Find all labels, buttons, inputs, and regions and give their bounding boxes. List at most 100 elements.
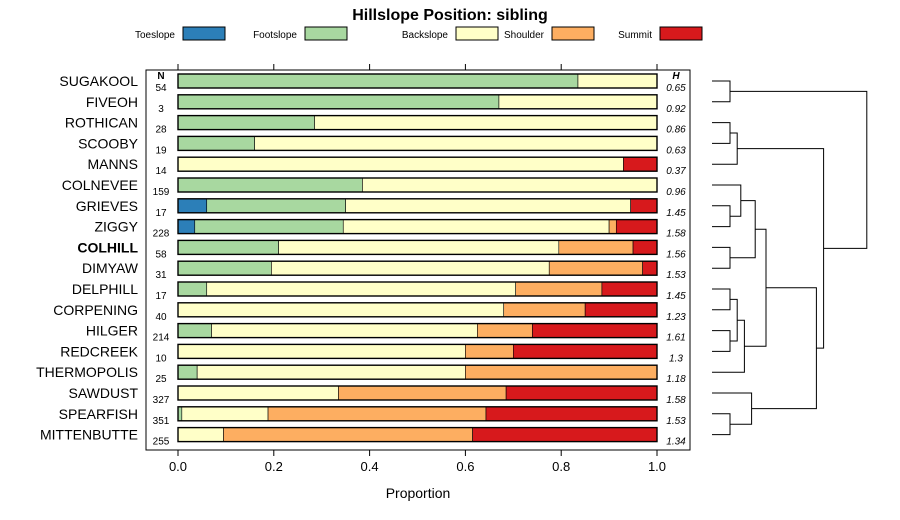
dendrogram-branch bbox=[751, 287, 817, 410]
row-scooby: SCOOBY 19 0.63 bbox=[78, 135, 686, 156]
bar-outline bbox=[177, 364, 658, 380]
n-value: 17 bbox=[155, 208, 167, 219]
bar-segment-backslope bbox=[498, 94, 658, 110]
dendrogram-branch bbox=[712, 319, 745, 373]
legend-label-backslope: Backslope bbox=[402, 30, 449, 41]
bar-segment-backslope bbox=[177, 427, 224, 442]
bar-segment-footslope bbox=[194, 219, 344, 234]
bar-segment-summit bbox=[584, 302, 658, 318]
category-label: SPEARFISH bbox=[59, 406, 138, 422]
bar-outline bbox=[177, 73, 658, 89]
category-label: THERMOPOLIS bbox=[36, 364, 138, 380]
n-value: 31 bbox=[155, 270, 167, 281]
row-hilger: HILGER 214 1.61 bbox=[86, 323, 686, 344]
bar-segment-summit bbox=[472, 427, 658, 442]
h-value: 1.58 bbox=[666, 395, 686, 406]
bar-segment-toeslope bbox=[177, 219, 196, 234]
dendrogram-branch bbox=[712, 132, 738, 165]
bar-segment-backslope bbox=[211, 323, 478, 338]
category-label: REDCREEK bbox=[60, 343, 138, 359]
dendrogram-branch bbox=[712, 205, 731, 228]
bar-segment-backslope bbox=[362, 177, 658, 193]
n-value: 10 bbox=[155, 353, 167, 364]
bar-segment-shoulder bbox=[608, 219, 617, 234]
dendrogram-branch bbox=[712, 184, 742, 217]
bar-segment-shoulder bbox=[515, 281, 603, 297]
dendrogram-branch bbox=[712, 413, 731, 436]
bar-segment-backslope bbox=[177, 302, 505, 318]
category-label: ZIGGY bbox=[94, 219, 138, 235]
bar-outline bbox=[177, 135, 658, 152]
bar-segment-summit bbox=[623, 156, 658, 172]
n-value: 159 bbox=[153, 187, 170, 198]
bar-outline bbox=[177, 239, 658, 256]
bar-outline bbox=[177, 198, 658, 214]
row-colnevee: COLNEVEE 159 0.96 bbox=[62, 177, 686, 198]
row-thermopolis: THERMOPOLIS 25 1.18 bbox=[36, 364, 686, 385]
legend-swatch-toeslope bbox=[182, 26, 226, 41]
h-value: 1.23 bbox=[666, 312, 686, 323]
bar-segment-backslope bbox=[196, 364, 466, 380]
bar-segment-footslope bbox=[177, 94, 500, 110]
n-value: 228 bbox=[153, 229, 170, 240]
bar-segment-summit bbox=[485, 406, 658, 422]
category-label: FIVEOH bbox=[86, 94, 138, 110]
legend-label-summit: Summit bbox=[618, 30, 652, 41]
bar-segment-backslope bbox=[177, 344, 466, 359]
dendrogram-branch bbox=[712, 392, 753, 425]
h-value: 1.58 bbox=[666, 229, 686, 240]
x-tick-label: 0.0 bbox=[169, 459, 187, 474]
h-header: H bbox=[672, 71, 680, 82]
row-dimyaw: DIMYAW 31 1.53 bbox=[82, 260, 686, 281]
bar-segment-shoulder bbox=[503, 302, 586, 318]
category-label: COLNEVEE bbox=[62, 177, 138, 193]
legend-swatch-shoulder bbox=[551, 26, 595, 41]
legend-label-shoulder: Shoulder bbox=[504, 30, 545, 41]
category-label: COLHILL bbox=[77, 239, 138, 255]
dendrogram-branch bbox=[712, 122, 731, 144]
bar-segment-shoulder bbox=[267, 406, 487, 422]
x-tick-label: 0.8 bbox=[552, 459, 570, 474]
n-value: 3 bbox=[158, 104, 164, 115]
bar-segment-shoulder bbox=[338, 385, 507, 401]
legend-label-toeslope: Toeslope bbox=[135, 30, 175, 41]
bar-segment-summit bbox=[512, 344, 658, 359]
category-label: DELPHILL bbox=[72, 281, 138, 297]
category-label: MANNS bbox=[87, 156, 138, 172]
h-value: 1.45 bbox=[666, 291, 686, 302]
bar-outline bbox=[177, 322, 658, 339]
bar-segment-summit bbox=[615, 219, 658, 234]
row-sugakool: SUGAKOOL 54 0.65 bbox=[59, 73, 686, 94]
n-value: 28 bbox=[155, 125, 167, 136]
dendrogram-branch bbox=[730, 90, 868, 249]
bar-segment-summit bbox=[632, 240, 658, 255]
bar-segment-footslope bbox=[177, 281, 208, 297]
dendrogram-branch bbox=[737, 148, 825, 349]
dendrogram-branch bbox=[712, 330, 731, 352]
row-mittenbutte: MITTENBUTTE 255 1.34 bbox=[40, 427, 686, 448]
row-ziggy: ZIGGY 228 1.58 bbox=[94, 219, 686, 240]
bar-outline bbox=[177, 114, 658, 131]
h-value: 1.61 bbox=[666, 333, 685, 344]
row-fiveoh: FIVEOH 3 0.92 bbox=[86, 94, 686, 115]
bar-segment-shoulder bbox=[465, 344, 514, 359]
bar-segment-footslope bbox=[177, 136, 255, 151]
n-value: 54 bbox=[155, 83, 167, 94]
bar-segment-footslope bbox=[177, 115, 315, 130]
h-value: 1.45 bbox=[666, 208, 686, 219]
h-value: 1.34 bbox=[666, 437, 686, 448]
bar-segment-shoulder bbox=[558, 240, 634, 255]
bar-segment-footslope bbox=[206, 198, 346, 214]
bar-segment-summit bbox=[630, 198, 658, 214]
bar-outline bbox=[177, 177, 658, 193]
bar-segment-footslope bbox=[177, 73, 579, 89]
bar-outline bbox=[177, 406, 658, 422]
n-value: 19 bbox=[155, 145, 167, 156]
h-value: 0.96 bbox=[666, 187, 686, 198]
bar-outline bbox=[177, 426, 658, 443]
n-value: 25 bbox=[155, 374, 167, 385]
dendrogram-branch bbox=[730, 298, 738, 342]
x-tick-label: 0.6 bbox=[456, 459, 474, 474]
row-sawdust: SAWDUST 327 1.58 bbox=[69, 385, 687, 406]
